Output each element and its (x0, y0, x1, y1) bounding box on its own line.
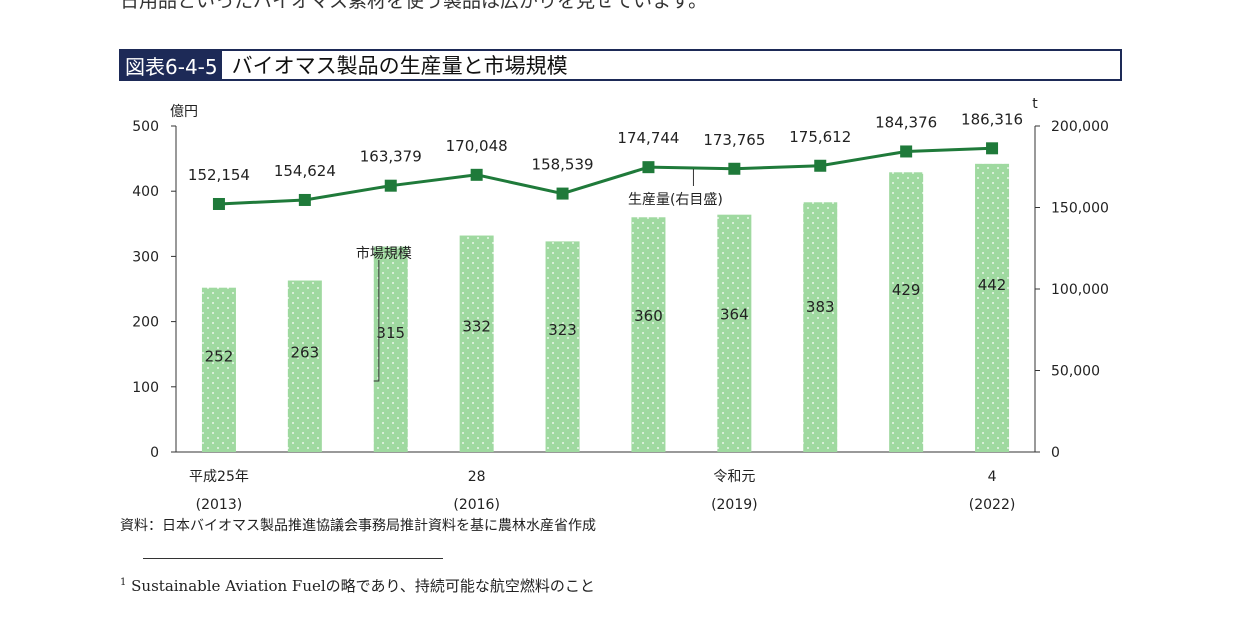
bar (717, 214, 752, 452)
line-marker (384, 179, 397, 192)
left-tick-label: 200 (132, 315, 159, 331)
line-marker (814, 159, 827, 172)
line-value-label: 170,048 (446, 137, 508, 155)
bar-value-label: 252 (205, 348, 234, 366)
bar-series (201, 163, 1010, 453)
x-tick-label-year: (2019) (711, 497, 758, 513)
bar-value-label: 383 (806, 298, 835, 316)
bar-value-label: 332 (462, 317, 491, 335)
bar (975, 163, 1010, 453)
line-value-label: 174,744 (617, 129, 679, 147)
line-series (212, 142, 999, 210)
footnote-text: Sustainable Aviation Fuelの略であり、持続可能な航空燃料… (131, 577, 595, 595)
footnote: 1 Sustainable Aviation Fuelの略であり、持続可能な航空… (120, 575, 595, 596)
bar (803, 202, 838, 452)
line-marker (642, 161, 655, 174)
x-tick-label-year: (2022) (969, 497, 1016, 513)
line-marker (728, 162, 741, 175)
line-value-label: 158,539 (532, 156, 594, 174)
bar-value-label: 263 (291, 344, 320, 362)
line-marker (298, 193, 311, 206)
line-value-label: 154,624 (274, 162, 336, 180)
footnote-mark: 1 (120, 577, 127, 588)
right-tick-label: 50,000 (1051, 364, 1100, 380)
left-tick-label: 100 (132, 380, 159, 396)
x-tick-label: 平成25年 (189, 469, 249, 485)
x-tick-label: 令和元 (713, 469, 755, 485)
bar (287, 280, 322, 452)
line-marker (470, 168, 483, 181)
x-tick-label: 28 (468, 469, 486, 485)
left-axis-unit: 億円 (170, 104, 198, 120)
line-marker (556, 187, 569, 200)
footnote-rule (143, 558, 443, 559)
bar-value-label: 364 (720, 305, 749, 323)
x-tick-label-year: (2013) (196, 497, 243, 513)
bar (459, 235, 494, 452)
figure-title-box: 図表6-4-5 バイオマス製品の生産量と市場規模 (119, 49, 1122, 81)
bar-series-name: 市場規模 (356, 245, 412, 262)
right-tick-label: 150,000 (1051, 201, 1109, 217)
right-axis-unit: t (1032, 96, 1038, 112)
line-marker (900, 145, 913, 158)
bar-value-label: 360 (634, 307, 663, 325)
x-tick-label-year: (2016) (453, 497, 500, 513)
left-tick-label: 300 (132, 249, 159, 265)
bar (201, 287, 236, 452)
source-note: 資料：日本バイオマス製品推進協議会事務局推計資料を基に農林水産省作成 (120, 518, 596, 534)
line-value-label: 186,316 (961, 110, 1023, 128)
bar-value-label: 429 (892, 281, 921, 299)
axes: 0 100 200 300 400 500 億円 0 50,000 100,000 150,000 2… (132, 96, 1109, 513)
bar-callout-line (373, 260, 380, 382)
line-value-label: 163,379 (360, 148, 422, 166)
line-value-label: 173,765 (703, 131, 765, 149)
line-marker (212, 197, 225, 210)
bar (545, 241, 580, 452)
x-tick-label: 4 (988, 469, 997, 485)
right-tick-label: 100,000 (1051, 282, 1109, 298)
bar (631, 217, 666, 452)
bar (373, 246, 408, 452)
bar-value-label: 442 (978, 276, 1007, 294)
right-tick-label: 0 (1051, 445, 1060, 461)
bar (889, 172, 924, 453)
figure-label: 図表6-4-5 (121, 51, 222, 79)
line-value-label: 184,376 (875, 113, 937, 131)
line-value-label: 175,612 (789, 128, 851, 146)
left-tick-label: 400 (132, 184, 159, 200)
line-value-label: 152,154 (188, 166, 250, 184)
bar-value-label: 315 (376, 324, 405, 342)
data-labels: 252 263 315 332 323 360 364 383 429 442 152,154 154… (188, 110, 1023, 382)
line-series-name: 生産量(右目盛) (628, 192, 723, 208)
bar-value-label: 323 (548, 321, 577, 339)
production-line (218, 146, 993, 206)
line-marker (986, 142, 999, 155)
right-tick-label: 200,000 (1051, 119, 1109, 135)
intro-text: 日用品といったバイオマス素材を使う製品は広がりを見せています。 (120, 0, 708, 12)
figure-title: バイオマス製品の生産量と市場規模 (231, 54, 568, 78)
left-tick-label: 500 (132, 119, 159, 135)
left-tick-label: 0 (150, 445, 159, 461)
